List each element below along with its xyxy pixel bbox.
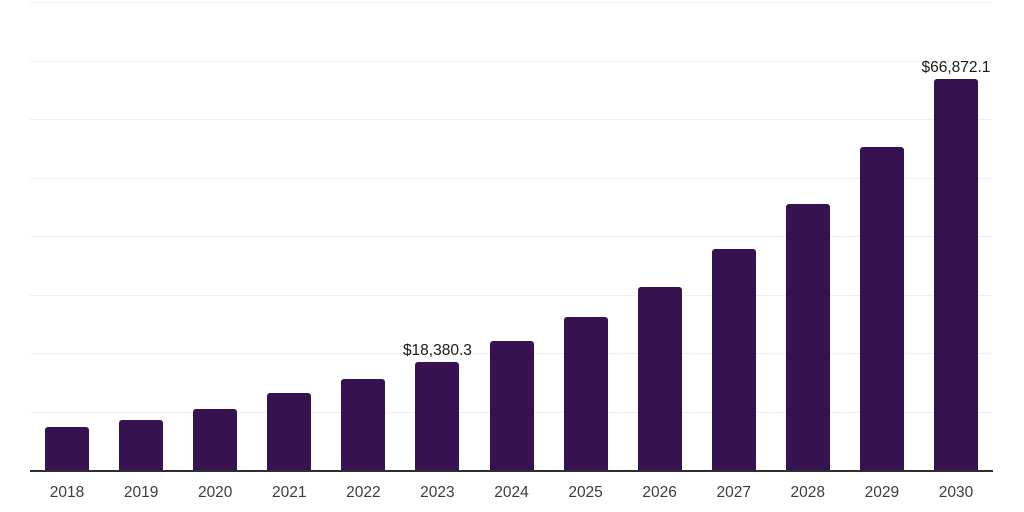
gridline [30,177,993,179]
bar-2030 [933,78,978,470]
x-tick-label: 2027 [716,484,751,501]
gridline [30,119,993,120]
x-tick-label: 2028 [790,484,826,501]
x-axis-line [30,470,993,472]
gridline [30,2,993,3]
bar-2020 [193,409,238,470]
gridline [30,60,993,62]
x-tick-label: 2023 [420,484,455,501]
bar-2027 [711,248,756,470]
bar-2021 [267,393,312,470]
bar-2022 [341,379,386,470]
bar-2026 [637,286,682,470]
gridline [30,236,993,237]
x-tick-label: 2020 [197,484,233,501]
x-tick-label: 2021 [272,484,307,501]
data-label-2030: $66,872.1 [921,58,991,76]
bar-2023 [415,362,460,470]
gridline [30,294,993,296]
bar-2019 [119,419,164,470]
bar-2028 [785,203,830,470]
data-label-2023: $18,380.3 [402,342,472,360]
x-tick-label: 2029 [864,484,900,501]
x-tick-label: 2022 [346,484,381,501]
bar-2025 [563,317,608,470]
bar-2024 [489,341,534,470]
x-tick-label: 2019 [123,484,159,501]
bar-2018 [45,427,90,470]
bar-2029 [859,147,904,470]
x-tick-label: 2030 [938,484,974,501]
x-tick-label: 2026 [642,484,677,501]
plot-area [30,2,993,470]
x-tick-label: 2024 [494,484,529,501]
x-tick-label: 2025 [568,484,603,501]
x-tick-label: 2018 [49,484,85,501]
